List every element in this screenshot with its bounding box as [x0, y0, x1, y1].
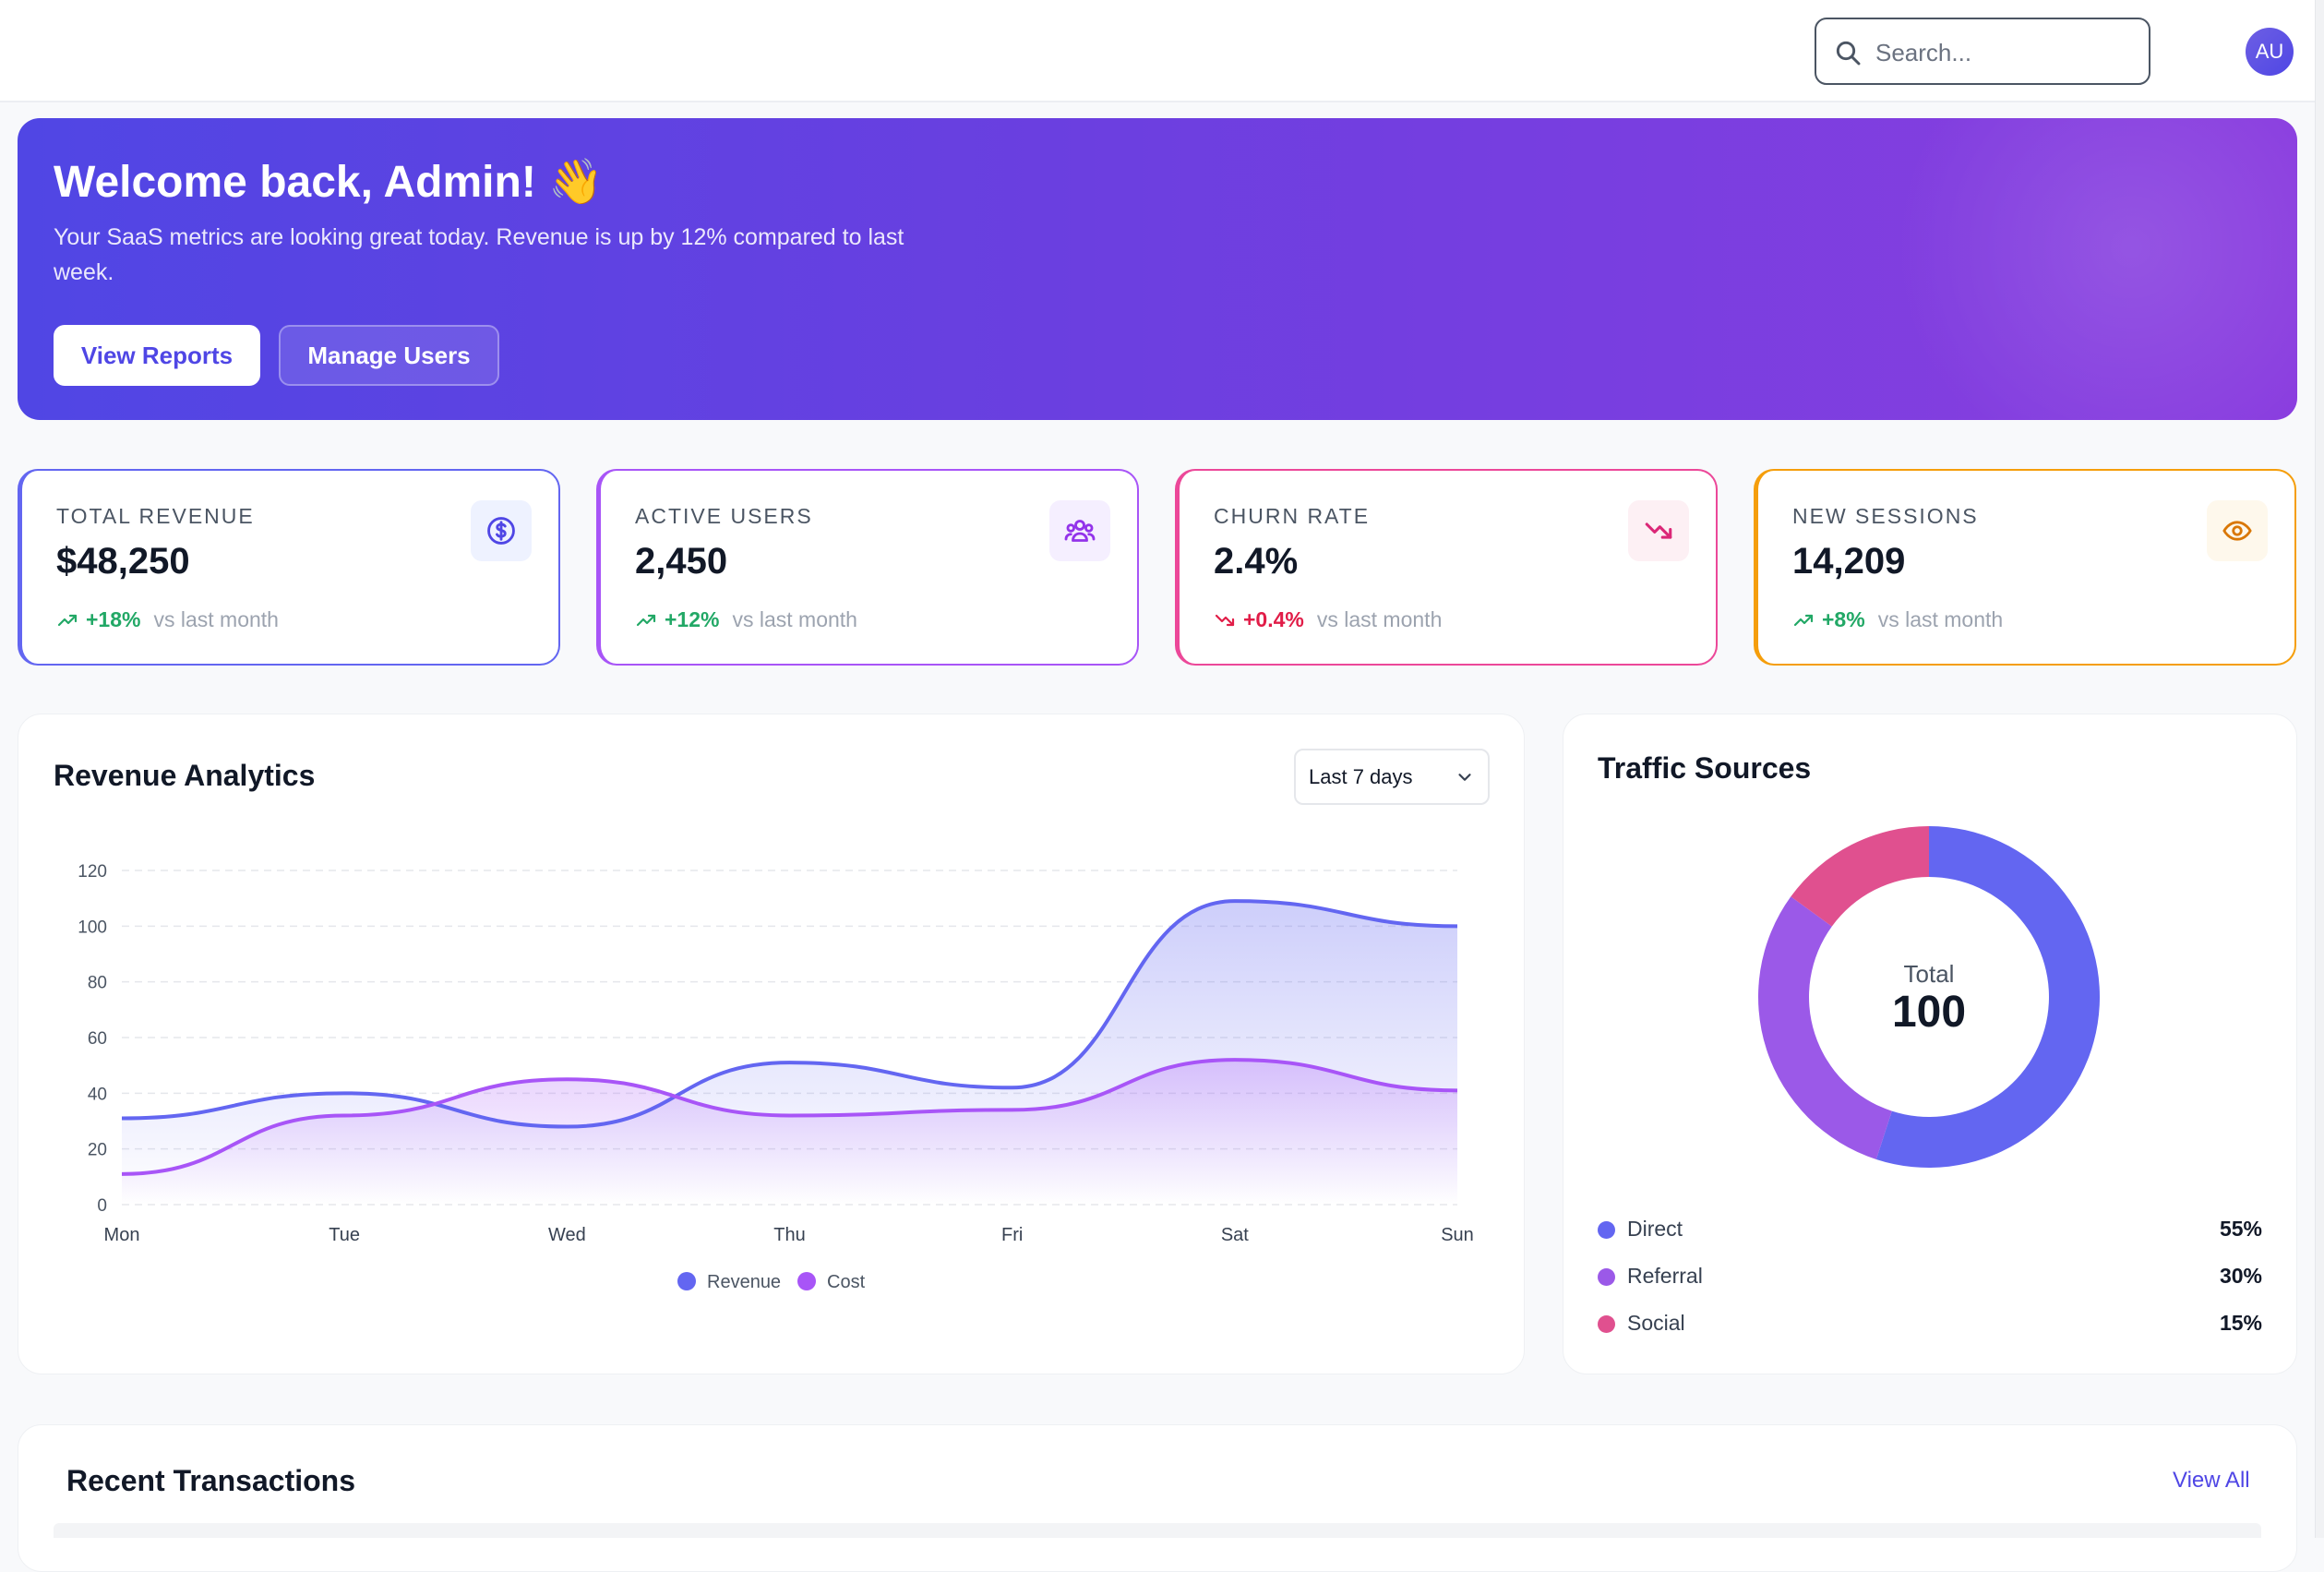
donut-slice-social	[1791, 826, 1929, 927]
table-header	[54, 1523, 2261, 1538]
y-tick-label: 80	[88, 974, 107, 993]
welcome-title: Welcome back, Admin! 👋	[54, 158, 604, 207]
traffic-sources-panel	[1563, 714, 2297, 1374]
stat-label: ACTIVE USERS	[635, 504, 813, 528]
welcome-banner: Welcome back, Admin! 👋 Your SaaS metrics…	[18, 118, 2297, 420]
stat-delta: +12%	[665, 607, 720, 631]
stat-card-total-revenue: TOTAL REVENUE $48,250 +18% vs last month	[18, 469, 560, 666]
legend-dot	[1598, 1221, 1615, 1239]
view-all-link[interactable]: View All	[2173, 1468, 2250, 1493]
x-tick-label: Mon	[104, 1225, 140, 1245]
revenue-chart: 0 20 40 60 80 100 120 Mon Tue Wed Thu Fri Sat Sun Rev…	[78, 862, 1474, 1292]
date-range-select[interactable]: Last 7 days	[1294, 749, 1490, 805]
legend-marker	[677, 1272, 696, 1290]
legend-marker	[797, 1272, 816, 1290]
stat-delta: +18%	[86, 607, 141, 631]
search-icon	[1836, 41, 1861, 66]
y-tick-label: 0	[97, 1196, 107, 1216]
y-tick-label: 100	[78, 918, 107, 937]
series-line-cost	[121, 1058, 1458, 1176]
stat-card-new-sessions: NEW SESSIONS 14,209 +8% vs last month	[1754, 469, 2296, 666]
source-name: Social	[1627, 1311, 1685, 1335]
search-input[interactable]	[1875, 32, 2134, 73]
donut-slice-referral	[1758, 896, 1892, 1159]
search-box[interactable]	[1815, 18, 2150, 85]
traffic-donut-chart: Total 100	[1758, 826, 2100, 1168]
stat-compare: vs last month	[153, 607, 279, 631]
stat-value: 2.4%	[1214, 541, 1299, 582]
source-percent: 15%	[2219, 1311, 2262, 1335]
stat-label: NEW SESSIONS	[1792, 504, 1979, 528]
stat-value: 2,450	[635, 541, 728, 582]
stat-trend: +12% vs last month	[635, 607, 857, 632]
x-tick-label: Sun	[1441, 1225, 1474, 1245]
x-tick-label: Sat	[1221, 1225, 1249, 1245]
source-name: Direct	[1627, 1217, 1683, 1241]
scrollbar[interactable]	[2315, 0, 2324, 1538]
stat-card-active-users: ACTIVE USERS 2,450 +12% vs last month	[596, 469, 1139, 666]
x-tick-label: Fri	[1001, 1225, 1023, 1245]
legend-dot	[1598, 1315, 1615, 1333]
donut-slice-direct	[1875, 826, 2100, 1168]
welcome-subtitle: Your SaaS metrics are looking great toda…	[54, 224, 904, 285]
series-area-cost	[122, 1060, 1457, 1205]
recent-transactions-title: Recent Transactions	[66, 1464, 355, 1497]
x-tick-label: Thu	[773, 1225, 805, 1245]
traffic-source-referral: Referral 30%	[1598, 1260, 2262, 1293]
trending-down-icon	[1215, 614, 1235, 626]
recent-transactions-panel	[18, 1424, 2297, 1572]
stat-delta: +8%	[1822, 607, 1865, 631]
stat-label: TOTAL REVENUE	[56, 504, 255, 528]
legend-dot	[1598, 1268, 1615, 1286]
users-icon	[1049, 500, 1110, 561]
source-percent: 55%	[2219, 1217, 2262, 1241]
y-tick-label: 40	[88, 1085, 107, 1104]
y-tick-label: 120	[78, 862, 107, 882]
donut-center-value: 100	[1892, 988, 1966, 1037]
revenue-analytics-title: Revenue Analytics	[54, 759, 316, 792]
trending-up-icon	[1793, 614, 1814, 626]
y-tick-label: 60	[88, 1029, 107, 1049]
manage-users-button[interactable]: Manage Users	[279, 325, 499, 386]
stat-label: CHURN RATE	[1214, 504, 1371, 528]
trending-up-icon	[57, 614, 78, 626]
trending-down-icon	[1628, 500, 1689, 561]
stat-delta: +0.4%	[1243, 607, 1304, 631]
stat-compare: vs last month	[1877, 607, 2004, 631]
y-tick-label: 20	[88, 1141, 107, 1160]
dollar-icon	[471, 500, 532, 561]
stat-trend: +0.4% vs last month	[1214, 607, 1442, 632]
traffic-source-social: Social 15%	[1598, 1307, 2262, 1340]
traffic-sources-title: Traffic Sources	[1598, 751, 1812, 785]
source-name: Referral	[1627, 1264, 1703, 1288]
x-tick-label: Wed	[548, 1225, 586, 1245]
traffic-source-direct: Direct 55%	[1598, 1213, 2262, 1246]
stat-compare: vs last month	[732, 607, 857, 631]
eye-icon	[2207, 500, 2268, 561]
view-reports-button[interactable]: View Reports	[54, 325, 260, 386]
stat-trend: +18% vs last month	[56, 607, 279, 632]
avatar[interactable]: AU	[2246, 28, 2294, 76]
legend-label: Cost	[827, 1272, 866, 1292]
source-percent: 30%	[2219, 1264, 2262, 1288]
legend-label: Revenue	[707, 1272, 781, 1292]
x-tick-label: Tue	[329, 1225, 360, 1245]
date-range-value: Last 7 days	[1309, 765, 1413, 788]
trending-up-icon	[636, 614, 656, 626]
stat-trend: +8% vs last month	[1792, 607, 2003, 632]
stat-value: $48,250	[56, 541, 190, 582]
series-line-revenue	[121, 899, 1458, 1129]
stat-compare: vs last month	[1316, 607, 1443, 631]
stat-card-churn-rate: CHURN RATE 2.4% +0.4% vs last month	[1175, 469, 1718, 666]
stat-value: 14,209	[1792, 541, 1906, 582]
top-bar: AU	[0, 0, 2324, 102]
donut-center-label: Total	[1904, 960, 1955, 988]
chevron-down-icon	[1458, 774, 1471, 781]
